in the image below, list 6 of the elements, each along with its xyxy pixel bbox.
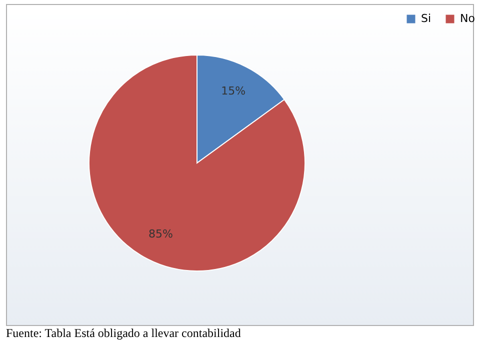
data-label: 85%	[148, 227, 173, 240]
pie-slice	[88, 54, 306, 272]
source-note: Fuente: Tabla Está obligado a llevar contabilidad	[6, 326, 241, 341]
legend-label: Si	[421, 12, 432, 25]
legend-label: No	[460, 12, 476, 25]
data-label: 15%	[221, 84, 246, 98]
